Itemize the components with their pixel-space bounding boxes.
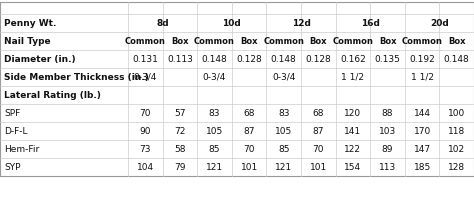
Text: 10d: 10d xyxy=(222,19,241,27)
Text: Common: Common xyxy=(401,36,443,46)
Text: 16d: 16d xyxy=(361,19,380,27)
Text: 85: 85 xyxy=(209,144,220,153)
Text: 83: 83 xyxy=(278,109,290,117)
Text: Hem-Fir: Hem-Fir xyxy=(4,144,39,153)
Text: Nail Type: Nail Type xyxy=(4,36,51,46)
Text: D-F-L: D-F-L xyxy=(4,126,27,136)
Text: 0.131: 0.131 xyxy=(132,55,158,63)
Text: 70: 70 xyxy=(243,144,255,153)
Text: 87: 87 xyxy=(312,126,324,136)
Text: 105: 105 xyxy=(206,126,223,136)
Text: 0.148: 0.148 xyxy=(201,55,228,63)
Text: 0.135: 0.135 xyxy=(374,55,401,63)
Text: 83: 83 xyxy=(209,109,220,117)
Text: 0-3/4: 0-3/4 xyxy=(272,73,295,82)
Text: 102: 102 xyxy=(448,144,465,153)
Text: 121: 121 xyxy=(275,163,292,172)
Text: SYP: SYP xyxy=(4,163,20,172)
Text: Penny Wt.: Penny Wt. xyxy=(4,19,56,27)
Text: 0.148: 0.148 xyxy=(271,55,297,63)
Text: 8d: 8d xyxy=(156,19,169,27)
Text: 147: 147 xyxy=(413,144,431,153)
Text: 141: 141 xyxy=(344,126,362,136)
Text: 103: 103 xyxy=(379,126,396,136)
Text: 89: 89 xyxy=(382,144,393,153)
Text: Box: Box xyxy=(240,36,258,46)
Text: 88: 88 xyxy=(382,109,393,117)
Text: 0.128: 0.128 xyxy=(236,55,262,63)
Text: 101: 101 xyxy=(310,163,327,172)
Text: 87: 87 xyxy=(243,126,255,136)
Text: 105: 105 xyxy=(275,126,292,136)
Text: 0-3/4: 0-3/4 xyxy=(203,73,226,82)
Text: 0-3/4: 0-3/4 xyxy=(134,73,157,82)
Text: 154: 154 xyxy=(344,163,362,172)
Text: 100: 100 xyxy=(448,109,465,117)
Text: Common: Common xyxy=(125,36,166,46)
Text: 101: 101 xyxy=(240,163,258,172)
Text: Common: Common xyxy=(263,36,304,46)
Text: 104: 104 xyxy=(137,163,154,172)
Text: SPF: SPF xyxy=(4,109,20,117)
Text: Box: Box xyxy=(379,36,396,46)
Text: 90: 90 xyxy=(139,126,151,136)
Text: 68: 68 xyxy=(243,109,255,117)
Text: 122: 122 xyxy=(345,144,361,153)
Text: 68: 68 xyxy=(312,109,324,117)
Text: 79: 79 xyxy=(174,163,186,172)
Text: 0.113: 0.113 xyxy=(167,55,193,63)
Text: Box: Box xyxy=(448,36,465,46)
Text: 70: 70 xyxy=(139,109,151,117)
Text: 0.148: 0.148 xyxy=(444,55,470,63)
Text: 170: 170 xyxy=(413,126,431,136)
Text: 0.128: 0.128 xyxy=(305,55,331,63)
Text: Common: Common xyxy=(194,36,235,46)
Text: 12d: 12d xyxy=(292,19,310,27)
Text: Common: Common xyxy=(332,36,374,46)
Text: 85: 85 xyxy=(278,144,290,153)
Text: 58: 58 xyxy=(174,144,186,153)
Text: Box: Box xyxy=(310,36,327,46)
Text: 57: 57 xyxy=(174,109,186,117)
Text: Box: Box xyxy=(171,36,189,46)
Text: 70: 70 xyxy=(312,144,324,153)
Text: 72: 72 xyxy=(174,126,186,136)
Text: 121: 121 xyxy=(206,163,223,172)
Text: 144: 144 xyxy=(414,109,430,117)
Text: 0.192: 0.192 xyxy=(409,55,435,63)
Text: 73: 73 xyxy=(139,144,151,153)
Text: 0.162: 0.162 xyxy=(340,55,366,63)
Text: Diameter (in.): Diameter (in.) xyxy=(4,55,76,63)
Text: 128: 128 xyxy=(448,163,465,172)
Text: 185: 185 xyxy=(413,163,431,172)
Text: 120: 120 xyxy=(344,109,362,117)
Text: 20d: 20d xyxy=(430,19,449,27)
Text: 1 1/2: 1 1/2 xyxy=(341,73,365,82)
Text: 118: 118 xyxy=(448,126,465,136)
Text: 113: 113 xyxy=(379,163,396,172)
Text: 1 1/2: 1 1/2 xyxy=(410,73,434,82)
Text: Lateral Rating (lb.): Lateral Rating (lb.) xyxy=(4,90,101,99)
Text: Side Member Thickness (in.): Side Member Thickness (in.) xyxy=(4,73,149,82)
